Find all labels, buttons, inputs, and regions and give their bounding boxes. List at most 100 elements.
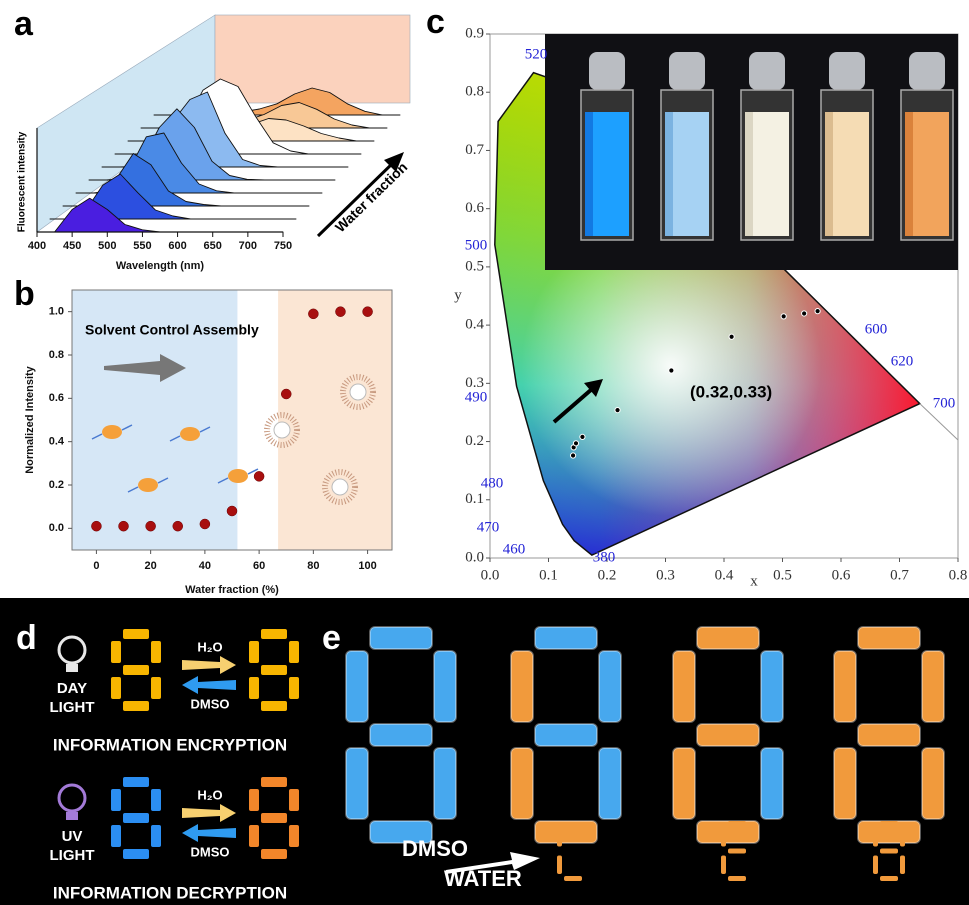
data-point [173, 521, 183, 531]
x-axis-title: x [750, 573, 758, 589]
wavelength-label: 480 [481, 475, 504, 491]
panel-label: e [322, 619, 341, 657]
segment [151, 825, 161, 847]
vial-cap [669, 52, 705, 90]
figure: 400450500550600650700750Wavelength (nm)F… [0, 0, 969, 905]
segment [728, 876, 746, 881]
segment [261, 701, 287, 711]
data-point [335, 307, 345, 317]
segment [346, 651, 368, 722]
data-point [573, 441, 578, 446]
annotation: Solvent Control Assembly [85, 322, 259, 338]
segment [922, 748, 944, 819]
vial-cap [909, 52, 945, 90]
reagent-label: H₂O [197, 787, 222, 802]
reagent-label: DMSO [191, 844, 230, 859]
segment [434, 651, 456, 722]
segment [728, 849, 746, 854]
segment [873, 856, 878, 875]
vial-shade [585, 112, 593, 236]
segment [249, 677, 259, 699]
vial-shade [825, 112, 833, 236]
panel-label: d [16, 619, 37, 657]
data-point [669, 368, 674, 373]
shaded-region [278, 290, 392, 550]
bulb-base [66, 812, 78, 820]
light-label: LIGHT [50, 699, 95, 716]
data-point [119, 521, 129, 531]
vial-cap [589, 52, 625, 90]
data-point [802, 311, 807, 316]
wavelength-label: 620 [891, 353, 914, 369]
x-tick-label: 60 [253, 560, 265, 572]
segment [535, 821, 597, 843]
segment [123, 629, 149, 639]
segment [858, 724, 920, 746]
x-tick-label: 0.8 [949, 567, 968, 583]
x-tick-label: 100 [358, 560, 376, 572]
y-tick-label: 0.6 [49, 392, 64, 404]
bulb-base [66, 664, 78, 672]
data-point [254, 471, 264, 481]
vial-shade [905, 112, 913, 236]
y-tick-label: 0.5 [465, 258, 484, 274]
x-tick-label: 600 [168, 240, 186, 252]
panel-label: a [14, 5, 34, 43]
wavelength-label: 490 [465, 389, 488, 405]
wavelength-label: 600 [865, 321, 888, 337]
segment [370, 627, 432, 649]
data-point [227, 506, 237, 516]
x-tick-label: 0.7 [890, 567, 909, 583]
x-tick-label: 20 [145, 560, 157, 572]
panel-label: b [14, 275, 35, 313]
segment [123, 849, 149, 859]
segment [151, 677, 161, 699]
y-axis-title: Normalized Intensity [24, 365, 36, 473]
solvent-label: WATER [444, 866, 522, 891]
segment [249, 825, 259, 847]
vial-cap [829, 52, 865, 90]
data-point [615, 408, 620, 413]
x-tick-label: 550 [133, 240, 151, 252]
molecule [138, 478, 158, 492]
solvent-label: DMSO [402, 836, 468, 861]
segment [564, 876, 582, 881]
segment [261, 813, 287, 823]
segment [557, 856, 562, 875]
x-tick-label: 0.3 [656, 567, 675, 583]
segment [151, 789, 161, 811]
y-tick-label: 0.8 [465, 84, 484, 100]
y-tick-label: 0.2 [465, 433, 484, 449]
x-axis-title: Wavelength (nm) [116, 260, 205, 272]
caption: INFORMATION DECRYPTION [53, 883, 287, 902]
light-label: UV [62, 828, 83, 845]
y-axis-title: Fluorescent intensity [17, 131, 28, 232]
micelle-core [350, 384, 366, 400]
segment [599, 748, 621, 819]
x-tick-label: 0 [93, 560, 99, 572]
segment [123, 813, 149, 823]
segment [111, 641, 121, 663]
reagent-label: H₂O [197, 639, 222, 654]
segment [261, 849, 287, 859]
segment [261, 665, 287, 675]
segment [289, 789, 299, 811]
reagent-label: DMSO [191, 696, 230, 711]
segment [151, 641, 161, 663]
segment [721, 828, 726, 847]
y-tick-label: 0.0 [49, 522, 64, 534]
segment [834, 651, 856, 722]
panel-label: c [426, 3, 445, 41]
segment [249, 641, 259, 663]
wavelength-label: 520 [525, 46, 548, 62]
molecule [180, 427, 200, 441]
segment [111, 677, 121, 699]
molecule [102, 425, 122, 439]
y-tick-label: 0.4 [465, 317, 484, 333]
y-tick-label: 0.3 [465, 375, 484, 391]
wavelength-label: 380 [593, 549, 616, 565]
y-axis-title: y [454, 287, 462, 303]
x-tick-label: 750 [274, 240, 292, 252]
segment [880, 876, 898, 881]
